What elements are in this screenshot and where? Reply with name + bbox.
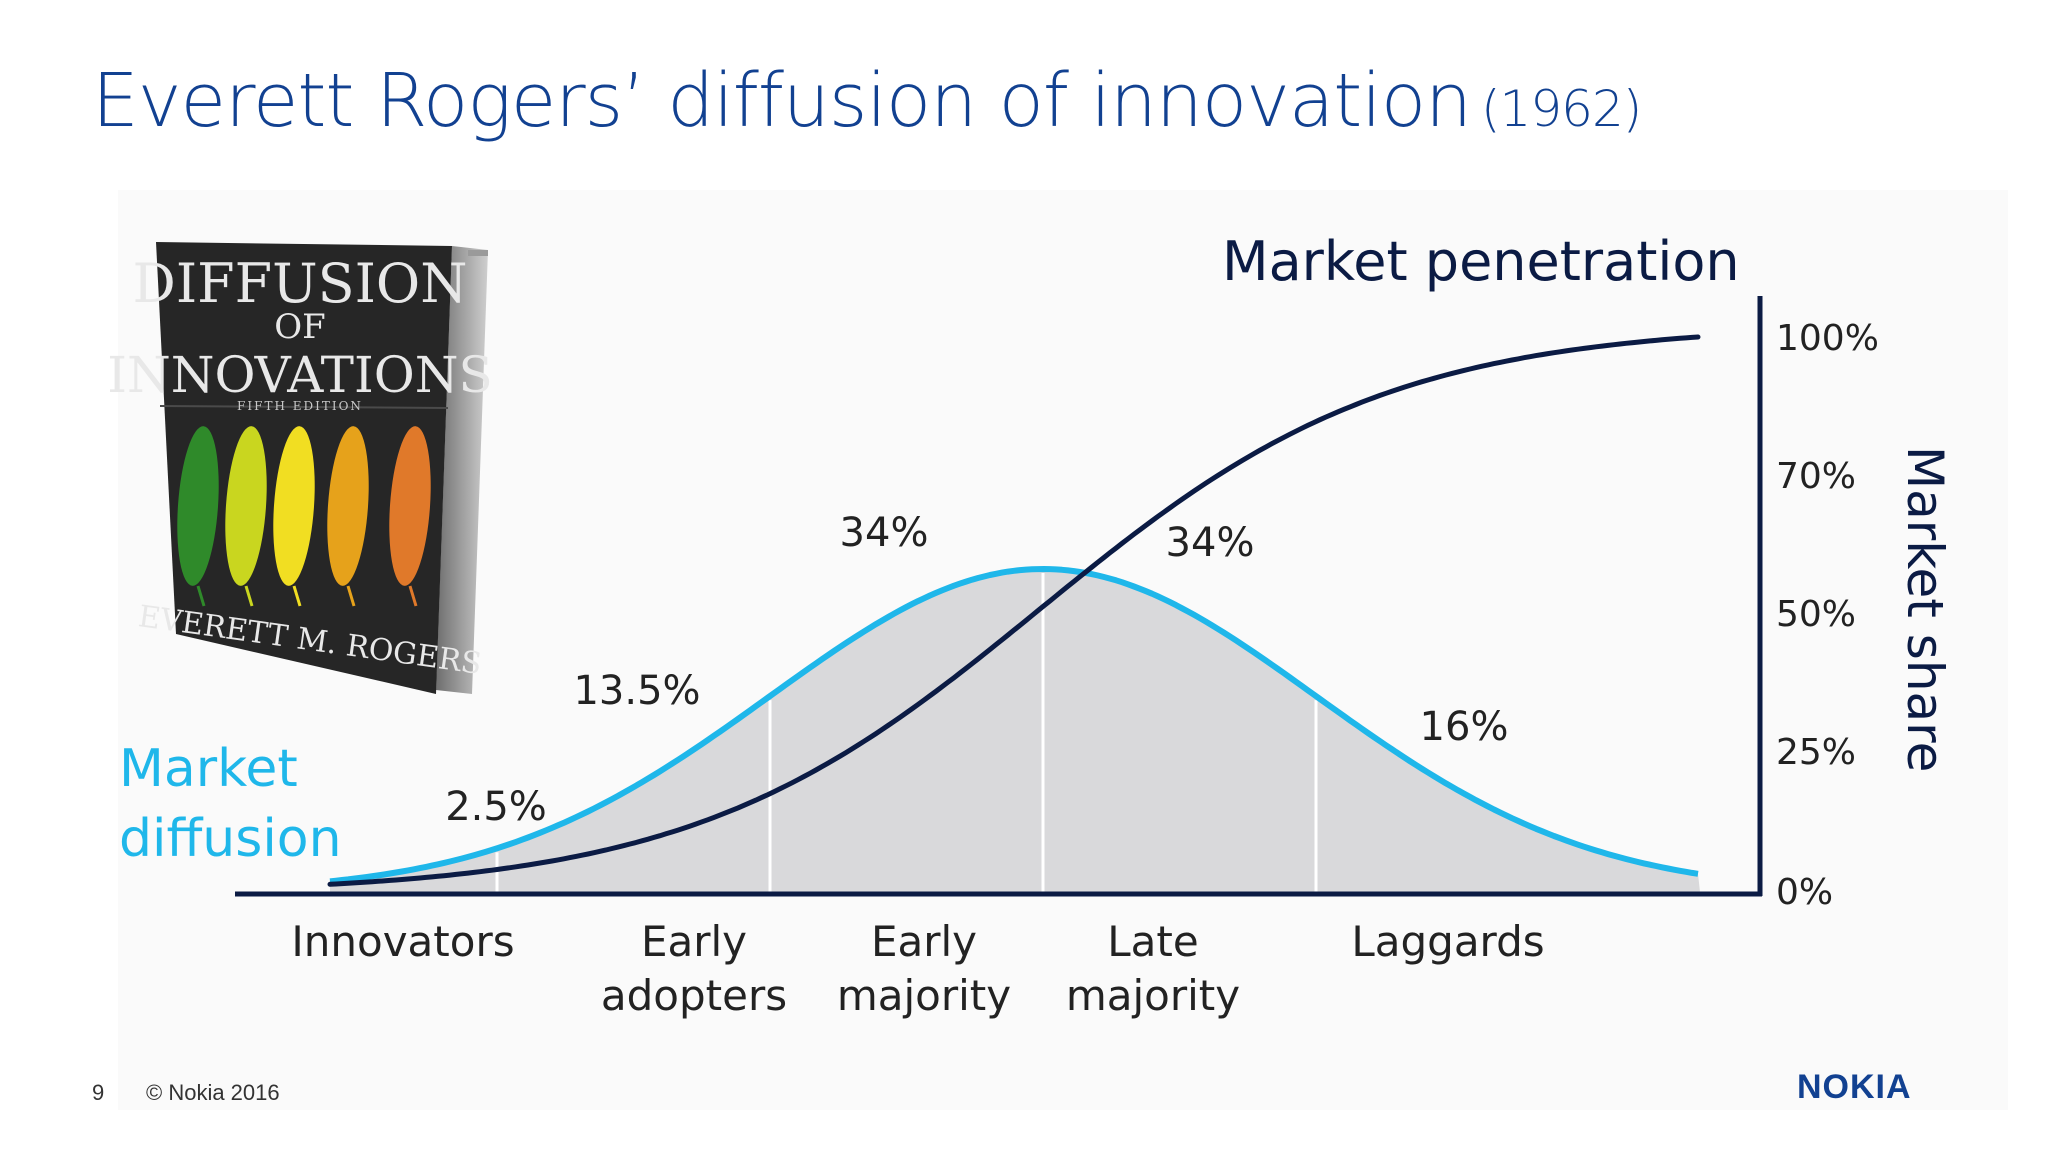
leaf-stem [244, 585, 254, 607]
category-early-adopters-line2: adopters [601, 971, 787, 1020]
y-axis-title: Market share [1896, 446, 1954, 772]
category-early-majority-line1: Early [871, 917, 977, 966]
share-label-early-majority: 34% [840, 510, 929, 556]
share-label-innovators: 2.5% [445, 784, 547, 830]
leaf-icon [327, 426, 369, 586]
book-cover-image: DIFFUSION OF INNOVATIONS FIFTH EDITION E… [107, 242, 493, 694]
page-number: 9 [92, 1080, 105, 1105]
diffusion-area [330, 569, 1700, 892]
leaf-stem [196, 585, 206, 607]
market-penetration-label: Market penetration [1222, 230, 1740, 293]
category-late-majority-line2: majority [1066, 971, 1240, 1020]
leaf-icon [273, 426, 315, 586]
y-tick-50: 50% [1776, 594, 1856, 635]
share-label-laggards: 16% [1420, 704, 1509, 750]
category-early-majority-line2: majority [837, 971, 1011, 1020]
title-text: Everett Rogers’ diffusion of innovation [92, 58, 1472, 144]
market-diffusion-label-line1: Market [119, 739, 298, 799]
book-title-line1: DIFFUSION [133, 252, 468, 315]
y-tick-70: 70% [1776, 456, 1856, 497]
category-innovators: Innovators [291, 917, 514, 966]
share-label-early-adopters: 13.5% [573, 668, 700, 714]
leaf-stem [292, 585, 302, 607]
category-early-adopters-line1: Early [641, 917, 747, 966]
book-edition: FIFTH EDITION [237, 399, 363, 413]
market-penetration-curve [327, 334, 1701, 887]
leaf-icon [225, 426, 267, 586]
leaf-icon [389, 426, 431, 586]
category-late-majority-line1: Late [1107, 917, 1198, 966]
page-title: Everett Rogers’ diffusion of innovation(… [92, 64, 1642, 138]
book-title-line3: INNOVATIONS [107, 346, 493, 404]
title-year: (1962) [1481, 80, 1642, 138]
book-title-line2: OF [274, 307, 325, 347]
nokia-logo: NOKIA [1797, 1068, 1912, 1106]
share-label-late-majority: 34% [1166, 520, 1255, 566]
market-diffusion-curve [329, 566, 1699, 885]
copyright-text: © Nokia 2016 [146, 1080, 280, 1105]
book-leaves [177, 426, 431, 607]
y-tick-0: 0% [1776, 872, 1833, 913]
category-laggards: Laggards [1351, 917, 1544, 966]
leaf-stem [346, 585, 356, 607]
market-diffusion-label-line2: diffusion [119, 809, 342, 869]
leaf-stem [408, 585, 418, 607]
y-tick-100: 100% [1776, 318, 1879, 359]
y-tick-25: 25% [1776, 732, 1856, 773]
leaf-icon [177, 426, 219, 586]
